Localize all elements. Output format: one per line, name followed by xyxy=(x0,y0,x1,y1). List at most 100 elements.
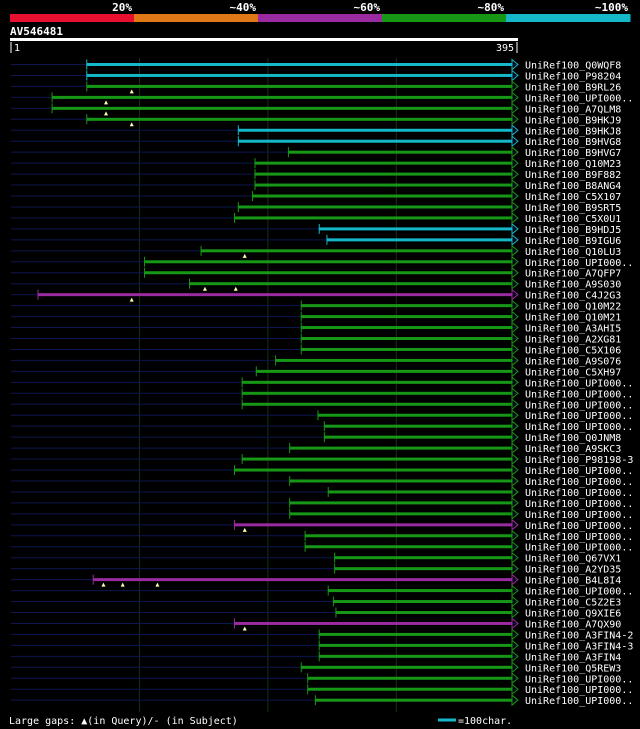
hit-bar[interactable] xyxy=(289,446,512,450)
hit-label[interactable]: UniRef100_C5X106 xyxy=(525,345,621,356)
hit-label[interactable]: UniRef100_A3FIN4-2 xyxy=(525,630,633,641)
hit-label[interactable]: UniRef100_A3AHI5 xyxy=(525,324,621,335)
hit-row[interactable]: UniRef100_Q9XIE6 xyxy=(11,606,621,620)
hit-row[interactable]: UniRef100_B9HVG8 xyxy=(11,135,621,148)
hit-label[interactable]: UniRef100_B9IGU6 xyxy=(525,236,621,247)
hit-row[interactable]: UniRef100_UPI000.. xyxy=(11,584,633,598)
hit-bar[interactable] xyxy=(319,227,512,231)
hit-bar[interactable] xyxy=(255,172,513,176)
hit-row[interactable]: UniRef100_A3FIN4-3 xyxy=(11,639,633,652)
hit-row[interactable]: UniRef100_A2YD35 xyxy=(11,562,621,576)
hit-bar[interactable] xyxy=(319,654,512,658)
hit-label[interactable]: UniRef100_UPI000.. xyxy=(525,389,633,400)
hit-label[interactable]: UniRef100_UPI000.. xyxy=(525,696,633,707)
hit-label[interactable]: UniRef100_UPI000.. xyxy=(525,587,633,598)
hit-row[interactable]: UniRef100_P98198-3 xyxy=(11,452,633,466)
hit-label[interactable]: UniRef100_A2YD35 xyxy=(525,565,621,576)
hit-bar[interactable] xyxy=(242,380,512,384)
hit-label[interactable]: UniRef100_B9HDJ5 xyxy=(525,225,621,236)
hit-bar[interactable] xyxy=(319,632,512,636)
hit-bar[interactable] xyxy=(305,545,512,549)
hit-label[interactable]: UniRef100_B9F882 xyxy=(525,170,621,181)
hit-bar[interactable] xyxy=(289,501,512,505)
hit-row[interactable]: UniRef100_B9F882 xyxy=(11,168,621,181)
hit-bar[interactable] xyxy=(86,63,512,66)
hit-row[interactable]: UniRef100_UPI000.. xyxy=(11,255,633,269)
hit-label[interactable]: UniRef100_UPI000.. xyxy=(525,674,633,685)
hit-label[interactable]: UniRef100_P98198-3 xyxy=(525,455,633,466)
hit-bar[interactable] xyxy=(238,128,512,132)
hit-bar[interactable] xyxy=(317,413,512,417)
hit-label[interactable]: UniRef100_A9SKC3 xyxy=(525,444,621,455)
hit-label[interactable]: UniRef100_Q10LU3 xyxy=(525,247,621,258)
hit-row[interactable]: UniRef100_Q10M22 xyxy=(11,299,621,313)
hit-bar[interactable] xyxy=(86,117,512,121)
hit-bar[interactable] xyxy=(86,84,512,88)
hit-label[interactable]: UniRef100_P98204 xyxy=(525,71,621,82)
hit-bar[interactable] xyxy=(234,523,513,527)
hit-row[interactable]: UniRef100_UPI000.. xyxy=(11,409,633,422)
hit-bar[interactable] xyxy=(256,369,512,373)
hit-label[interactable]: UniRef100_Q0WQF8 xyxy=(525,61,621,72)
hit-row[interactable]: UniRef100_UPI000.. xyxy=(11,518,633,532)
hit-bar[interactable] xyxy=(335,611,512,614)
hit-row[interactable]: UniRef100_A2XG81 xyxy=(11,332,621,346)
hit-bar[interactable] xyxy=(301,315,512,319)
hit-bar[interactable] xyxy=(301,665,512,669)
hit-bar[interactable] xyxy=(328,490,512,494)
hit-row[interactable]: UniRef100_B9IGU6 xyxy=(11,233,621,247)
hit-label[interactable]: UniRef100_UPI000.. xyxy=(525,422,633,433)
hit-bar[interactable] xyxy=(52,95,513,99)
hit-label[interactable]: UniRef100_UPI000.. xyxy=(525,499,633,510)
hit-row[interactable]: UniRef100_C5X0U1 xyxy=(11,211,621,225)
hit-bar[interactable] xyxy=(334,567,512,571)
hit-row[interactable]: UniRef100_UPI000.. xyxy=(11,387,633,400)
hit-row[interactable]: UniRef100_A7QX90 xyxy=(11,617,621,631)
hit-bar[interactable] xyxy=(288,150,512,154)
hit-row[interactable]: UniRef100_A3FIN4-2 xyxy=(11,628,633,641)
hit-label[interactable]: UniRef100_B8ANG4 xyxy=(525,181,621,192)
hit-label[interactable]: UniRef100_C4J2G3 xyxy=(525,291,621,302)
hit-label[interactable]: UniRef100_C5X107 xyxy=(525,192,621,203)
hit-label[interactable]: UniRef100_UPI000.. xyxy=(525,378,633,389)
hit-row[interactable]: UniRef100_UPI000.. xyxy=(11,507,633,521)
hit-bar[interactable] xyxy=(37,293,512,297)
hit-row[interactable]: UniRef100_UPI000.. xyxy=(11,398,633,411)
hit-bar[interactable] xyxy=(234,216,513,220)
hit-row[interactable]: UniRef100_UPI000.. xyxy=(11,496,633,510)
hit-bar[interactable] xyxy=(324,424,512,428)
hit-label[interactable]: UniRef100_B9HKJ8 xyxy=(525,126,621,137)
hit-row[interactable]: UniRef100_A3AHI5 xyxy=(11,321,621,335)
hit-label[interactable]: UniRef100_B9HVG7 xyxy=(525,148,621,159)
hit-label[interactable]: UniRef100_UPI000.. xyxy=(525,258,633,269)
hit-bar[interactable] xyxy=(238,205,512,209)
hit-row[interactable]: UniRef100_UPI000.. xyxy=(11,529,633,543)
hit-bar[interactable] xyxy=(144,260,512,264)
hit-bar[interactable] xyxy=(144,271,512,275)
hit-row[interactable]: UniRef100_A3FIN4 xyxy=(11,650,621,663)
hit-label[interactable]: UniRef100_UPI000.. xyxy=(525,400,633,411)
hit-label[interactable]: UniRef100_C5XH97 xyxy=(525,367,621,378)
hit-bar[interactable] xyxy=(328,589,512,593)
hit-bar[interactable] xyxy=(52,106,513,110)
hit-row[interactable]: UniRef100_UPI000.. xyxy=(11,672,633,685)
hit-label[interactable]: UniRef100_UPI000.. xyxy=(525,543,633,554)
hit-label[interactable]: UniRef100_B9RL26 xyxy=(525,82,621,93)
hit-row[interactable]: UniRef100_B9HDJ5 xyxy=(11,222,621,236)
hit-label[interactable]: UniRef100_Q5REW3 xyxy=(525,663,621,674)
hit-row[interactable]: UniRef100_Q10M23 xyxy=(11,157,621,170)
hit-label[interactable]: UniRef100_UPI000.. xyxy=(525,466,633,477)
hit-bar[interactable] xyxy=(289,479,512,483)
hit-label[interactable]: UniRef100_UPI000.. xyxy=(525,93,633,104)
hit-label[interactable]: UniRef100_C5Z2E3 xyxy=(525,598,621,609)
hit-row[interactable]: UniRef100_UPI000.. xyxy=(11,463,633,477)
hit-label[interactable]: UniRef100_Q67VX1 xyxy=(525,554,621,565)
hit-row[interactable]: UniRef100_B8ANG4 xyxy=(11,178,621,192)
hit-row[interactable]: UniRef100_B9HVG7 xyxy=(11,146,621,159)
hit-row[interactable]: UniRef100_UPI000.. xyxy=(11,376,633,389)
hit-label[interactable]: UniRef100_B9SRT5 xyxy=(525,203,621,214)
hit-row[interactable]: UniRef100_UPI000.. xyxy=(11,91,633,105)
hit-bar[interactable] xyxy=(189,282,512,286)
hit-label[interactable]: UniRef100_Q10M21 xyxy=(525,313,621,324)
hit-label[interactable]: UniRef100_A7QFP7 xyxy=(525,269,621,280)
